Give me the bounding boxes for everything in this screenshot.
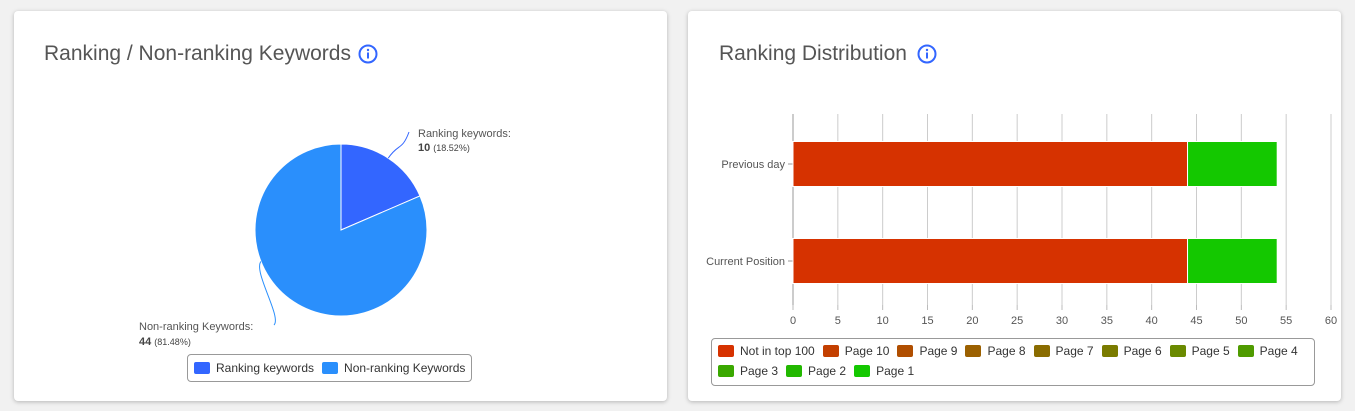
pie-chart: Ranking keywords: 10 (18.52%) Non-ranking … [139, 128, 511, 348]
bar-legend: Not in top 100 Page 10 Page 9 Page 8 Page 7 P… [711, 338, 1315, 386]
legend-swatch [822, 345, 839, 357]
pie-label-connector [387, 131, 410, 159]
legend-swatch [1101, 345, 1118, 357]
legend-swatch [1169, 345, 1186, 357]
bar-segment[interactable] [792, 238, 1189, 284]
legend-item[interactable]: Page 9 [897, 342, 957, 360]
legend-item[interactable]: Page 5 [1169, 342, 1230, 360]
x-tick-label: 35 [1101, 315, 1113, 327]
x-tick-label: 0 [790, 315, 796, 327]
x-tick-label: 10 [877, 315, 889, 327]
pie-label-connector [259, 261, 276, 326]
x-tick-label: 20 [966, 315, 978, 327]
ranking-nonranking-card: Ranking / Non-ranking Keywords Ranking k… [14, 11, 667, 401]
x-tick-label: 5 [835, 315, 841, 327]
x-tick-label: 30 [1056, 315, 1068, 327]
legend-label: Page 7 [1055, 344, 1094, 358]
x-tick-label: 45 [1190, 315, 1202, 327]
bar-segment[interactable] [792, 141, 1189, 187]
legend-item[interactable]: Page 1 [854, 362, 914, 380]
legend-item[interactable]: Page 7 [1033, 342, 1094, 360]
y-category-label: Previous day [721, 159, 785, 171]
legend-swatch [322, 362, 339, 374]
info-icon[interactable] [917, 44, 937, 64]
legend-item[interactable]: Page 3 [718, 362, 778, 380]
legend-swatch [194, 362, 210, 374]
pie-label-value: 44 (81.48%) [139, 336, 191, 348]
legend-item[interactable]: Page 10 [822, 342, 890, 360]
bar-segment[interactable] [1187, 238, 1278, 284]
legend-label: Non-ranking Keywords [344, 361, 466, 375]
legend-label: Page 6 [1123, 344, 1162, 358]
x-tick-label: 50 [1235, 315, 1247, 327]
x-tick-label: 15 [921, 315, 933, 327]
legend-item-nonranking[interactable]: Non-ranking Keywords [322, 359, 465, 377]
legend-label: Page 10 [844, 344, 890, 358]
legend-label: Not in top 100 [740, 344, 815, 358]
bar-segment[interactable] [1187, 141, 1278, 187]
legend-item[interactable]: Page 6 [1101, 342, 1162, 360]
legend-item-ranking[interactable]: Ranking keywords [194, 359, 314, 377]
legend-label: Page 9 [919, 344, 958, 358]
pie-slice-ranking[interactable] [340, 143, 421, 231]
x-tick-label: 55 [1280, 315, 1292, 327]
legend-label: Page 2 [808, 364, 847, 378]
legend-swatch [786, 365, 803, 377]
legend-swatch [1033, 345, 1050, 357]
legend-label: Ranking keywords [216, 361, 315, 375]
x-tick-label: 25 [1011, 315, 1023, 327]
card-title: Ranking / Non-ranking Keywords [44, 42, 351, 65]
ranking-distribution-card: Ranking Distribution 0 5 10 15 20 25 30 35 40 45 5… [688, 11, 1341, 401]
y-category-label: Current Position [706, 256, 785, 268]
legend-swatch [718, 365, 734, 377]
legend-label: Page 3 [740, 364, 779, 378]
legend-label: Page 1 [876, 364, 915, 378]
legend-swatch [897, 345, 914, 357]
legend-item[interactable]: Page 4 [1237, 342, 1298, 360]
legend-swatch [1237, 345, 1254, 357]
legend-item[interactable]: Page 8 [965, 342, 1026, 360]
pie-slice-nonranking[interactable] [254, 143, 428, 317]
pie-label-value: 10 (18.52%) [418, 142, 470, 154]
legend-swatch [965, 345, 982, 357]
x-tick-label: 60 [1325, 315, 1337, 327]
card-title: Ranking Distribution [719, 42, 907, 65]
legend-swatch [854, 365, 871, 377]
legend-label: Page 4 [1259, 344, 1298, 358]
legend-swatch [718, 345, 734, 357]
legend-label: Page 5 [1191, 344, 1230, 358]
legend-label: Page 8 [987, 344, 1026, 358]
info-icon[interactable] [358, 44, 378, 64]
bar-chart: 0 5 10 15 20 25 30 35 40 45 50 55 60 Previous day Curr… [706, 114, 1337, 327]
pie-legend: Ranking keywords Non-ranking Keywords [187, 354, 473, 382]
pie-label-title: Non-ranking Keywords: [139, 321, 253, 333]
legend-item[interactable]: Page 2 [786, 362, 846, 380]
x-tick-label: 40 [1146, 315, 1158, 327]
pie-label-title: Ranking keywords: [418, 128, 511, 140]
legend-item[interactable]: Not in top 100 [718, 342, 815, 360]
